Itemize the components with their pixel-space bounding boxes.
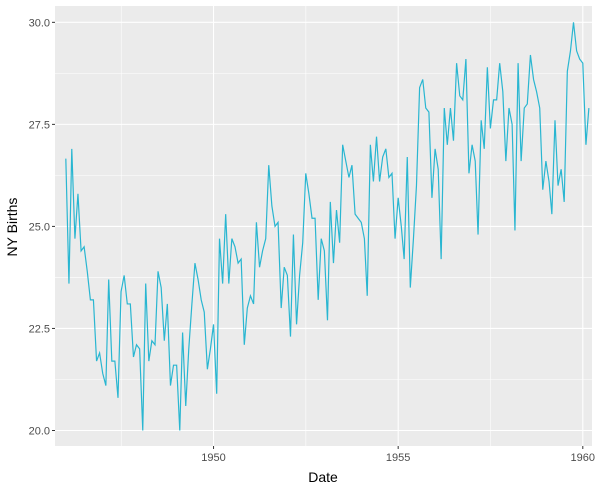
y-tick-label: 25.0 (29, 221, 50, 233)
y-tick-label: 30.0 (29, 17, 50, 29)
y-tick-label: 22.5 (29, 323, 50, 335)
x-tick-label: 1955 (386, 452, 410, 464)
y-tick-label: 20.0 (29, 425, 50, 437)
y-axis-title: NY Births (4, 198, 20, 257)
x-axis-title: Date (308, 469, 338, 485)
x-tick-label: 1950 (201, 452, 225, 464)
x-axis: 1950 1955 1960 (201, 446, 595, 464)
y-axis: 20.0 22.5 25.0 27.5 30.0 (29, 17, 55, 437)
x-tick-label: 1960 (571, 452, 595, 464)
y-tick-label: 27.5 (29, 119, 50, 131)
series-line (65, 22, 590, 431)
